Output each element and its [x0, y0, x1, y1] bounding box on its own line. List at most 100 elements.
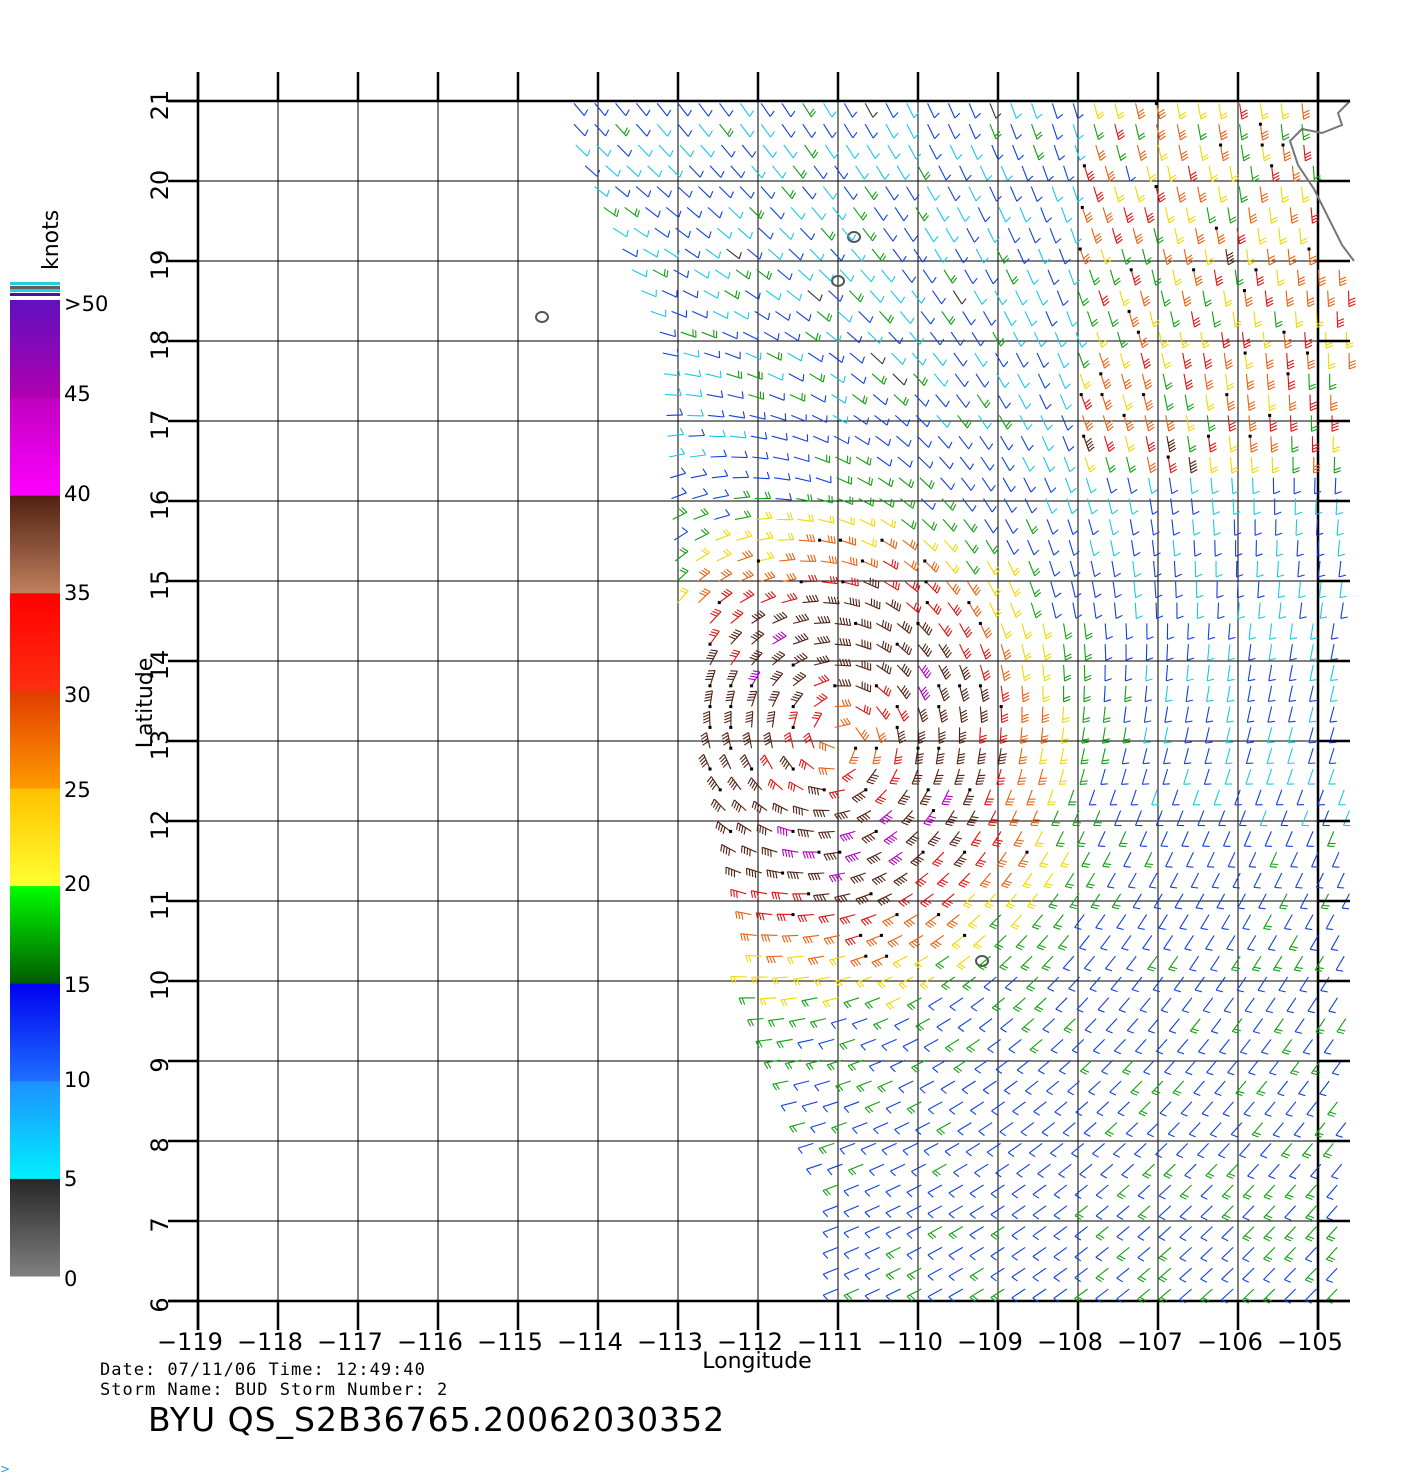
wind-barb — [1020, 955, 1033, 971]
rain-flag — [937, 684, 941, 688]
wind-barb — [1336, 311, 1345, 328]
wind-barb — [1202, 997, 1214, 1014]
rain-flag — [781, 871, 785, 875]
wind-barb — [989, 186, 1002, 202]
wind-barb — [807, 352, 824, 363]
wind-barb — [1179, 914, 1189, 931]
wind-barb — [834, 810, 851, 821]
wind-barb — [1132, 893, 1142, 910]
island — [831, 275, 845, 287]
wind-barb — [617, 144, 633, 157]
wind-barb — [1304, 1247, 1317, 1263]
wind-barb — [1045, 498, 1058, 514]
wind-barb — [1244, 352, 1254, 370]
wind-barb — [708, 410, 725, 418]
wind-barb — [1158, 332, 1169, 349]
wind-barb — [798, 269, 814, 281]
wind-barb — [818, 1038, 835, 1050]
wind-barb — [853, 414, 870, 425]
wind-barb — [941, 498, 957, 511]
wind-barb — [914, 955, 929, 970]
wind-barb — [1155, 1143, 1168, 1158]
wind-barb — [834, 165, 849, 180]
wind-barb — [772, 453, 790, 461]
wind-barb — [1062, 955, 1075, 972]
wind-barb — [1223, 997, 1234, 1014]
wind-barb — [760, 103, 775, 117]
wind-barb — [1244, 997, 1255, 1014]
wind-barb — [1083, 436, 1095, 452]
wind-barb — [665, 388, 682, 396]
wind-barb — [996, 851, 1008, 868]
wind-barb — [733, 490, 751, 500]
wind-barb — [1054, 331, 1067, 348]
wind-barb — [641, 289, 657, 298]
wind-barb — [695, 547, 710, 562]
wind-barb — [1066, 311, 1079, 327]
wind-barb — [838, 516, 855, 526]
wind-barb — [1284, 1205, 1297, 1221]
wind-barb — [1206, 207, 1217, 224]
wind-barb — [1132, 560, 1142, 578]
wind-barb — [927, 123, 940, 139]
wind-barb — [1148, 872, 1158, 889]
wind-barb — [1327, 352, 1336, 370]
wind-barb — [1000, 706, 1009, 724]
wind-barb — [1079, 935, 1090, 951]
wind-barb — [1147, 955, 1158, 972]
x-tick-label: −105 — [1277, 1328, 1343, 1356]
wind-barb — [1064, 477, 1077, 494]
wind-barb — [1007, 227, 1021, 244]
wind-barb — [960, 477, 976, 491]
wind-barb — [1024, 498, 1038, 514]
wind-barb — [868, 1059, 885, 1072]
wind-barb — [822, 1205, 839, 1218]
wind-barb — [724, 290, 741, 300]
wind-barb — [665, 206, 682, 218]
wind-barb — [936, 1122, 951, 1136]
wind-barb — [793, 1080, 810, 1091]
wind-barb — [1029, 581, 1042, 598]
wind-barb — [1264, 290, 1274, 307]
wind-barb — [1116, 1205, 1130, 1220]
wind-barb — [1336, 519, 1344, 536]
wind-barb — [1019, 207, 1032, 223]
wind-barb — [1251, 955, 1262, 972]
wind-barb — [1158, 1226, 1172, 1241]
wind-barb — [1229, 165, 1239, 183]
wind-barb — [1021, 685, 1030, 703]
wind-barb — [1218, 810, 1226, 827]
wind-barb — [885, 1184, 901, 1198]
wind-barb — [1256, 1080, 1268, 1097]
wind-barb — [1141, 768, 1150, 785]
wind-barb — [1155, 602, 1164, 620]
wind-barb — [1253, 498, 1261, 516]
wind-barb — [906, 1205, 922, 1219]
wind-barb — [1047, 976, 1060, 992]
wind-barb — [1121, 935, 1132, 951]
wind-barb — [971, 331, 986, 347]
wind-barb — [961, 1080, 976, 1095]
wind-barb — [1235, 560, 1244, 578]
wind-barb — [1040, 727, 1049, 744]
wind-barb — [752, 451, 769, 460]
wind-barb — [1226, 1163, 1239, 1180]
rain-flag — [1080, 205, 1084, 209]
rain-flag — [860, 559, 864, 563]
wind-barb — [903, 914, 919, 928]
wind-barb — [1272, 955, 1283, 972]
wind-barb — [1179, 1267, 1192, 1283]
wind-barb — [1159, 1101, 1172, 1117]
wind-barb — [1322, 1143, 1334, 1159]
wind-barb — [755, 1038, 772, 1048]
wind-barb — [802, 123, 817, 138]
wind-barb — [883, 830, 898, 846]
wind-barb — [809, 1018, 826, 1029]
wind-barb — [1164, 207, 1176, 224]
wind-barb — [947, 602, 962, 616]
wind-barb — [1037, 768, 1048, 785]
wind-barb — [843, 1226, 860, 1239]
wind-barb — [703, 290, 720, 299]
wind-barb — [1158, 1267, 1172, 1283]
wind-barb — [726, 670, 738, 687]
